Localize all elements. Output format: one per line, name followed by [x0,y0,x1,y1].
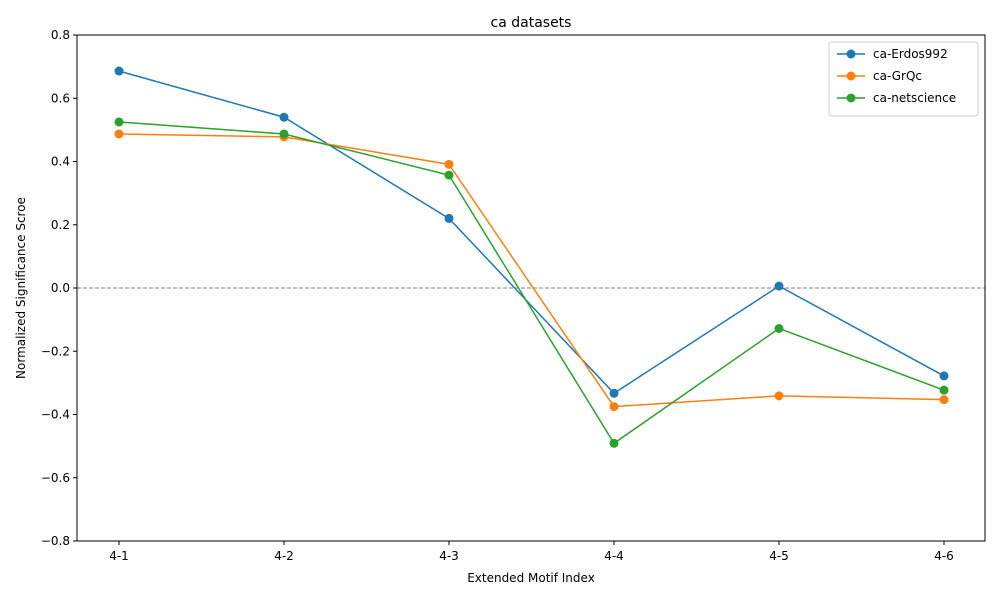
data-point [444,159,454,169]
legend-box [828,41,979,117]
y-axis-label: Normalized Significance Scroe [14,197,28,379]
x-tick-label: 4-2 [274,549,294,563]
legend-label: ca-Erdos992 [873,47,948,61]
y-axis: −0.8 −0.6 −0.4 −0.2 0.0 0.2 0.4 0.6 0.8 [41,28,77,548]
x-tick-label: 4-6 [934,549,954,563]
data-point [444,213,454,223]
x-tick-label: 4-3 [439,549,459,563]
data-point [114,66,124,76]
y-tick-label: −0.4 [41,408,70,422]
x-axis: 4-1 4-2 4-3 4-4 4-5 4-6 [109,541,954,563]
x-tick-label: 4-1 [109,549,129,563]
legend-swatch-marker [846,49,856,59]
data-point [774,281,784,291]
legend-entry: ca-netscience [837,91,956,105]
y-tick-label: 0.8 [51,28,70,42]
series-line [118,70,945,395]
series-ca-GrQc [114,129,949,412]
series-group [114,66,949,448]
series-ca-Erdos992 [114,66,949,398]
y-tick-label: 0.6 [51,91,70,105]
legend-entry: ca-GrQc [837,69,922,83]
legend: ca-Erdos992 ca-GrQc ca-netscience [828,41,979,117]
y-tick-label: −0.2 [41,344,70,358]
legend-swatch-marker [846,71,856,81]
x-tick-label: 4-4 [604,549,624,563]
series-line [118,121,945,445]
data-point [939,371,949,381]
data-point [114,129,124,139]
chart-title: ca datasets [491,15,572,31]
data-point [774,323,784,333]
x-axis-label: Extended Motif Index [467,571,595,585]
data-point [279,112,289,122]
data-point [609,402,619,412]
legend-label: ca-netscience [873,91,956,105]
data-point [444,170,454,180]
y-tick-label: −0.6 [41,471,70,485]
data-point [939,385,949,395]
y-tick-label: 0.4 [51,155,70,169]
y-tick-label: 0.2 [51,218,70,232]
y-tick-label: −0.8 [41,534,70,548]
data-point [939,395,949,405]
data-point [774,391,784,401]
series-ca-netscience [114,117,949,448]
data-point [609,438,619,448]
legend-entry: ca-Erdos992 [837,47,948,61]
series-line [118,133,945,408]
data-point [114,117,124,127]
y-tick-label: 0.0 [51,281,70,295]
data-point [609,388,619,398]
legend-label: ca-GrQc [873,69,922,83]
x-tick-label: 4-5 [769,549,789,563]
data-point [279,129,289,139]
legend-swatch-marker [846,93,856,103]
